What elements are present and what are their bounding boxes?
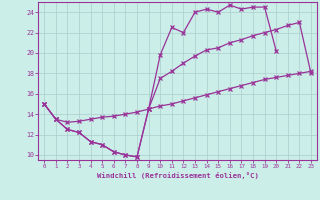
X-axis label: Windchill (Refroidissement éolien,°C): Windchill (Refroidissement éolien,°C) (97, 172, 259, 179)
